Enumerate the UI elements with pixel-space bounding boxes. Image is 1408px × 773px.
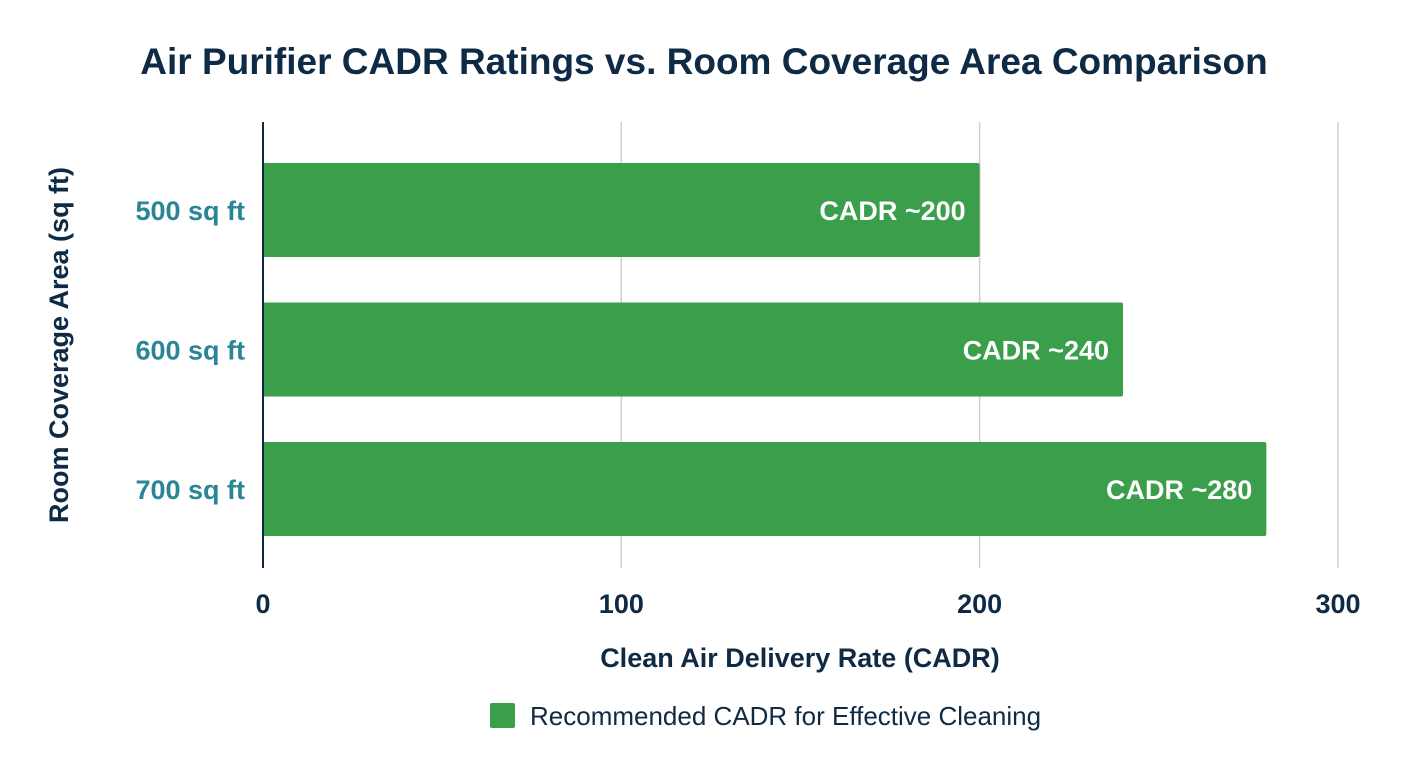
bar [263, 442, 1267, 536]
category-labels: 500 sq ft 600 sq ft 700 sq ft [135, 196, 245, 505]
category-label: 500 sq ft [135, 196, 245, 226]
category-label: 700 sq ft [135, 475, 245, 505]
bar-data-label: CADR ~240 [963, 336, 1109, 366]
bars: CADR ~200 CADR ~240 CADR ~280 [263, 163, 1267, 536]
y-axis-title: Room Coverage Area (sq ft) [44, 167, 74, 523]
legend-label: Recommended CADR for Effective Cleaning [530, 701, 1041, 731]
bar-data-label: CADR ~200 [819, 196, 965, 226]
category-label: 600 sq ft [135, 336, 245, 366]
x-axis-title: Clean Air Delivery Rate (CADR) [600, 643, 1000, 673]
x-tick-label: 100 [599, 589, 644, 619]
x-tick-label: 200 [957, 589, 1002, 619]
bar [263, 163, 980, 257]
bar [263, 302, 1123, 397]
x-tick-label: 300 [1315, 589, 1360, 619]
x-tick-labels: 0 100 200 300 [255, 589, 1360, 619]
legend-swatch [490, 703, 515, 728]
legend: Recommended CADR for Effective Cleaning [490, 701, 1041, 731]
chart-title: Air Purifier CADR Ratings vs. Room Cover… [140, 41, 1267, 82]
x-tick-label: 0 [255, 589, 270, 619]
bar-data-label: CADR ~280 [1106, 475, 1252, 505]
